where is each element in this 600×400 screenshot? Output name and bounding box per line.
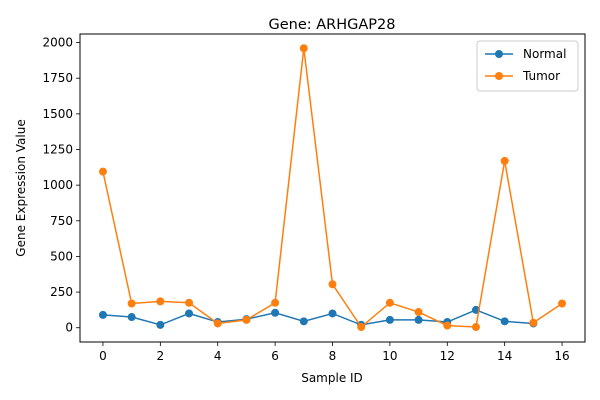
series-line-normal bbox=[102, 309, 534, 326]
data-point-tumor bbox=[271, 298, 280, 307]
x-tick-label: 8 bbox=[329, 349, 337, 363]
y-tick-label: 1250 bbox=[42, 143, 73, 157]
legend-marker-normal bbox=[495, 50, 503, 58]
data-point-tumor bbox=[213, 319, 222, 328]
legend-label-tumor: Tumor bbox=[522, 69, 560, 83]
data-point-tumor bbox=[156, 297, 165, 306]
y-tick-label: 500 bbox=[50, 249, 73, 263]
chart-title: Gene: ARHGAP28 bbox=[268, 17, 395, 33]
x-tick-label: 4 bbox=[214, 349, 222, 363]
x-tick-label: 16 bbox=[554, 349, 569, 363]
data-point-tumor bbox=[98, 167, 107, 176]
x-tick-label: 10 bbox=[382, 349, 397, 363]
data-point-tumor bbox=[529, 318, 538, 327]
data-point-normal bbox=[271, 308, 280, 317]
y-tick-label: 750 bbox=[50, 214, 73, 228]
x-tick-label: 0 bbox=[99, 349, 107, 363]
series-layer bbox=[98, 44, 567, 332]
data-point-normal bbox=[299, 317, 308, 326]
legend-label-normal: Normal bbox=[523, 47, 566, 61]
data-point-normal bbox=[414, 315, 423, 324]
data-point-tumor bbox=[127, 299, 136, 308]
y-tick-label: 1750 bbox=[42, 71, 73, 85]
y-tick-label: 1000 bbox=[42, 178, 73, 192]
x-axis-label: Sample ID bbox=[301, 371, 363, 385]
data-point-tumor bbox=[443, 321, 452, 330]
data-point-tumor bbox=[299, 44, 308, 53]
y-axis-ticks: 0 250 500 750 1000 1250 1500 1750 2000 bbox=[42, 36, 80, 335]
x-tick-label: 12 bbox=[440, 349, 455, 363]
legend: Normal Tumor bbox=[476, 40, 579, 92]
data-point-tumor bbox=[242, 315, 251, 324]
x-tick-label: 14 bbox=[497, 349, 512, 363]
data-point-normal bbox=[127, 313, 136, 322]
data-point-tumor bbox=[385, 298, 394, 307]
data-point-tumor bbox=[500, 156, 509, 165]
data-point-normal bbox=[156, 320, 165, 329]
data-point-tumor bbox=[357, 323, 366, 332]
data-point-normal bbox=[328, 309, 337, 318]
data-point-tumor bbox=[471, 323, 480, 332]
plot-frame bbox=[79, 33, 586, 343]
data-point-tumor bbox=[328, 280, 337, 289]
y-tick-label: 250 bbox=[50, 285, 73, 299]
legend-marker-tumor bbox=[495, 72, 503, 80]
y-axis-label: Gene Expression Value bbox=[14, 119, 28, 256]
x-tick-label: 2 bbox=[157, 349, 165, 363]
y-tick-label: 0 bbox=[65, 321, 73, 335]
data-point-tumor bbox=[414, 308, 423, 317]
x-tick-label: 6 bbox=[271, 349, 279, 363]
data-point-normal bbox=[385, 315, 394, 324]
data-point-normal bbox=[98, 310, 107, 319]
x-axis-ticks: 0 2 4 6 8 10 12 14 16 bbox=[99, 342, 570, 363]
data-point-tumor bbox=[185, 298, 194, 307]
data-point-tumor bbox=[558, 299, 567, 308]
y-tick-label: 1500 bbox=[42, 107, 73, 121]
data-point-normal bbox=[185, 309, 194, 318]
data-point-normal bbox=[500, 317, 509, 326]
y-tick-label: 2000 bbox=[42, 36, 73, 50]
